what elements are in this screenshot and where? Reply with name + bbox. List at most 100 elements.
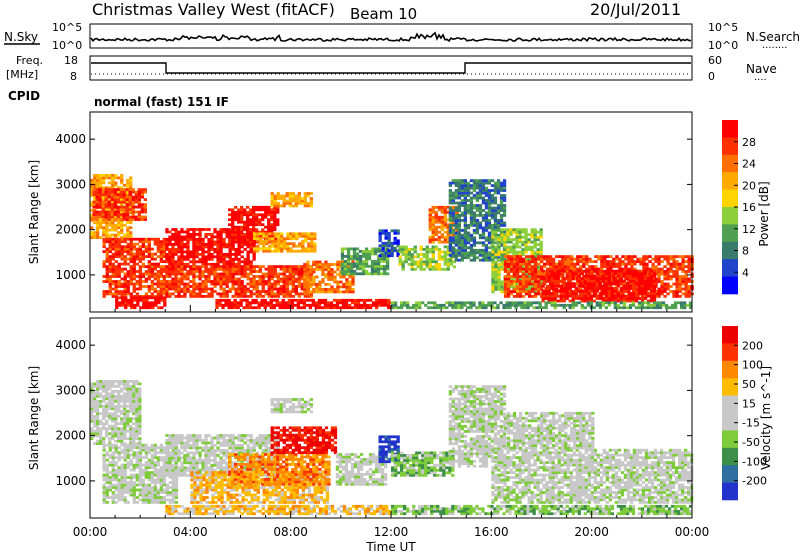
power-cell-r1 (113, 190, 117, 194)
power-cell-r8 (303, 202, 307, 205)
power-cell-r4 (246, 255, 250, 259)
power-cell-r11 (377, 260, 381, 263)
power-cell-r10 (248, 303, 252, 307)
power-cell-r5 (276, 287, 280, 291)
power-cell-r18 (613, 297, 617, 300)
power-cell-r10 (387, 303, 391, 307)
power-cell-r17 (576, 282, 580, 286)
power-cell-r15 (457, 184, 461, 187)
power-cell-r18 (577, 289, 581, 293)
power-cell-r15 (454, 238, 458, 242)
power-cell-r1 (113, 193, 117, 196)
power-cell-r4 (174, 260, 178, 264)
power-cell-r0 (126, 183, 130, 187)
power-cell-r17 (585, 290, 589, 293)
power-cell-r4 (240, 245, 244, 249)
power-cell-r5 (180, 282, 184, 286)
power-cell-r11 (355, 252, 360, 256)
power-cell-r17 (546, 267, 550, 271)
power-cell-r16 (530, 248, 534, 251)
power-cell-r7 (286, 232, 290, 236)
power-cell-r5 (294, 290, 298, 293)
power-cell-r6 (231, 233, 235, 237)
power-cell-r8 (288, 194, 292, 198)
power-cell-r18 (547, 274, 551, 278)
power-cell-r6 (267, 205, 271, 209)
power-cell-r2 (141, 280, 145, 283)
power-cell-r16 (524, 243, 528, 246)
power-cell-r18 (592, 299, 596, 303)
power-cell-r4 (207, 228, 211, 231)
power-cell-r7 (286, 247, 290, 251)
power-cell-r18 (604, 282, 608, 285)
power-cell-r18 (589, 289, 593, 293)
power-cell-r4 (237, 257, 241, 261)
power-cell-r5 (171, 287, 175, 291)
power-cell-r13 (422, 267, 426, 271)
power-cell-r13 (401, 267, 405, 271)
power-cell-r5 (285, 282, 289, 286)
power-cell-r18 (604, 272, 608, 275)
power-cell-r15 (451, 196, 455, 200)
power-cell-r16 (524, 258, 528, 261)
power-cell-r5 (267, 270, 271, 273)
power-cell-r11 (386, 264, 390, 268)
power-cell-r16 (506, 230, 510, 234)
power-cell-r14 (428, 228, 432, 232)
power-cell-r1 (104, 188, 108, 191)
power-cell-r15 (460, 229, 464, 232)
power-cell-r4 (168, 248, 172, 251)
power-cell-r4 (234, 255, 238, 259)
power-cell-r15 (463, 231, 467, 235)
power-cell-r18 (616, 294, 621, 298)
power-cell-r6 (243, 223, 247, 227)
power-cell-r14 (440, 235, 444, 239)
power-cell-r9 (348, 280, 352, 284)
power-cell-r5 (285, 270, 289, 273)
power-cell-r15 (457, 224, 461, 227)
power-cell-r1 (101, 190, 105, 194)
power-cell-r5 (249, 267, 253, 271)
power-cell-r1 (134, 195, 138, 199)
power-cell-r10 (381, 301, 385, 305)
power-cell-r2 (126, 247, 130, 251)
power-cell-r15 (466, 246, 471, 250)
power-cell-r6 (273, 225, 277, 229)
power-cell-r6 (249, 208, 253, 212)
power-cell-r6 (258, 208, 262, 212)
power-cell-r15 (481, 243, 486, 247)
power-cell-r2 (126, 245, 130, 249)
power-cell-r2 (159, 245, 163, 249)
power-cell-r5 (291, 265, 295, 268)
power-cell-r2 (162, 242, 166, 246)
power-cell-r0 (96, 176, 100, 180)
power-cell-r2 (117, 250, 121, 253)
power-cell-r4 (213, 248, 217, 251)
power-cell-r12 (384, 234, 388, 238)
power-cell-r9 (318, 265, 322, 269)
power-cell-r6 (270, 230, 274, 234)
power-cell-r15 (499, 194, 504, 197)
power-cell-r13 (410, 260, 414, 264)
power-cell-r14 (431, 210, 435, 214)
power-cell-r4 (189, 235, 193, 239)
power-cell-r0 (96, 223, 100, 227)
power-cell-r1 (140, 190, 144, 194)
power-cell-r5 (234, 270, 238, 273)
power-cell-r1 (113, 205, 117, 209)
power-cell-r17 (552, 265, 556, 268)
power-cell-r4 (225, 260, 229, 264)
power-cell-r4 (249, 243, 253, 246)
power-cell-r17 (669, 285, 673, 288)
power-cell-r5 (174, 287, 178, 291)
power-cell-r17 (564, 257, 568, 261)
power-cell-r5 (249, 280, 253, 283)
power-cell-r5 (210, 280, 214, 283)
power-cell-r16 (500, 268, 504, 271)
power-cell-r17 (606, 267, 610, 271)
power-cell-r16 (509, 278, 513, 281)
power-cell-r10 (323, 301, 328, 305)
power-cell-r17 (567, 260, 571, 263)
power-cell-r1 (134, 218, 138, 221)
power-cell-r2 (117, 237, 121, 241)
